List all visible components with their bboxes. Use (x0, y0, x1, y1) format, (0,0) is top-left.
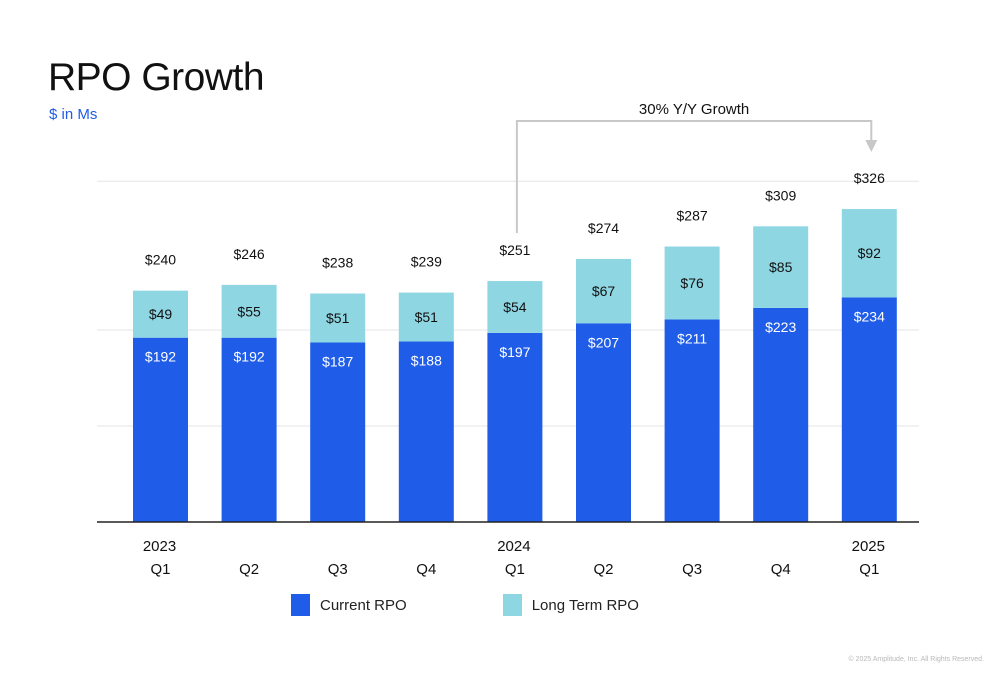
data-label-long-term: $67 (592, 283, 616, 299)
x-tick-quarter: Q3 (682, 561, 702, 578)
bar-current-rpo (487, 332, 543, 522)
legend-label-current: Current RPO (320, 596, 407, 614)
x-tick-quarter: Q1 (505, 561, 525, 578)
x-tick-quarter: Q3 (328, 561, 348, 578)
data-label-long-term: $55 (237, 303, 261, 319)
bar-long-term-rpo (753, 226, 809, 308)
x-tick-quarter: Q1 (859, 561, 879, 578)
data-label-total: $326 (854, 170, 885, 186)
legend-item-long-term: Long Term RPO (502, 594, 639, 616)
chart-title: RPO Growth (48, 56, 265, 99)
bar-current-rpo (664, 319, 720, 522)
x-tick-year: 2023 (143, 538, 176, 555)
bar-long-term-rpo (398, 292, 454, 342)
bar-long-term-rpo (576, 258, 631, 324)
bar-long-term-rpo (133, 290, 188, 338)
bar-current-rpo (841, 297, 897, 522)
data-label-current: $187 (322, 353, 353, 369)
x-tick-quarter: Q4 (416, 561, 436, 578)
data-label-total: $246 (234, 246, 265, 262)
legend-label-long-term: Long Term RPO (531, 596, 639, 614)
x-tick-quarter: Q2 (593, 561, 613, 578)
bar-current-rpo (398, 341, 454, 522)
data-label-current: $197 (499, 344, 530, 360)
bar-long-term-rpo (310, 293, 366, 343)
data-label-current: $192 (145, 349, 176, 365)
bar-long-term-rpo (664, 246, 720, 320)
data-label-total: $274 (588, 220, 619, 236)
data-label-current: $223 (765, 319, 796, 335)
data-label-current: $192 (234, 349, 265, 365)
data-label-long-term: $85 (769, 259, 793, 275)
data-label-current: $234 (854, 308, 885, 324)
data-label-total: $251 (499, 242, 530, 258)
data-label-long-term: $51 (326, 310, 350, 326)
bar-long-term-rpo (487, 281, 543, 333)
data-label-total: $239 (411, 254, 442, 270)
data-label-long-term: $49 (149, 306, 173, 322)
data-label-total: $287 (677, 207, 708, 223)
x-tick-quarter: Q2 (239, 561, 259, 578)
bar-current-rpo (753, 307, 809, 522)
bar-current-rpo (133, 337, 188, 522)
data-label-long-term: $76 (680, 275, 704, 291)
data-label-total: $238 (322, 255, 353, 271)
data-label-current: $207 (588, 334, 619, 350)
data-label-long-term: $92 (858, 245, 882, 261)
data-label-total: $309 (765, 187, 796, 203)
x-tick-year: 2024 (497, 538, 530, 555)
growth-bracket (515, 120, 873, 234)
bar-current-rpo (310, 342, 366, 522)
bar-current-rpo (221, 337, 277, 522)
x-tick-quarter: Q4 (771, 561, 791, 578)
data-label-long-term: $54 (503, 299, 527, 315)
data-label-current: $188 (411, 353, 442, 369)
x-tick-quarter: Q1 (150, 561, 170, 578)
legend: Current RPO Long Term RPO (291, 594, 735, 616)
bar-current-rpo (576, 323, 631, 522)
bar-long-term-rpo (841, 209, 897, 298)
data-label-current: $211 (677, 330, 707, 346)
legend-swatch-long-term (502, 594, 522, 616)
data-label-total: $240 (145, 252, 176, 268)
legend-swatch-current (291, 594, 310, 616)
legend-item-current: Current RPO (291, 594, 407, 616)
growth-annotation: 30% Y/Y Growth (639, 101, 749, 118)
data-label-long-term: $51 (415, 309, 439, 325)
x-tick-year: 2025 (852, 538, 885, 555)
copyright-notice: © 2025 Amplitude, Inc. All Rights Reserv… (848, 656, 984, 663)
chart-subtitle: $ in Ms (49, 106, 98, 123)
bar-long-term-rpo (221, 284, 277, 338)
growth-arrowhead (865, 140, 878, 152)
